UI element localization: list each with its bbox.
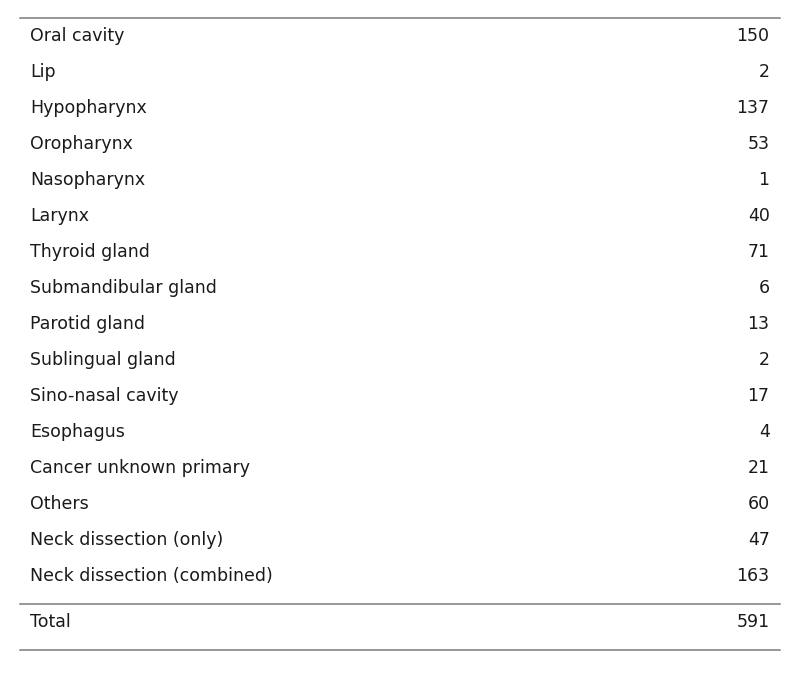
Text: Sino-nasal cavity: Sino-nasal cavity <box>30 387 179 405</box>
Text: Nasopharynx: Nasopharynx <box>30 171 146 189</box>
Text: 71: 71 <box>747 243 770 261</box>
Text: Neck dissection (combined): Neck dissection (combined) <box>30 567 273 585</box>
Text: 17: 17 <box>747 387 770 405</box>
Text: Oropharynx: Oropharynx <box>30 135 134 153</box>
Text: 150: 150 <box>737 27 770 45</box>
Text: Oral cavity: Oral cavity <box>30 27 125 45</box>
Text: 591: 591 <box>737 613 770 631</box>
Text: Submandibular gland: Submandibular gland <box>30 279 218 297</box>
Text: 137: 137 <box>737 99 770 117</box>
Text: 40: 40 <box>748 207 770 225</box>
Text: Thyroid gland: Thyroid gland <box>30 243 150 261</box>
Text: Others: Others <box>30 495 89 513</box>
Text: 4: 4 <box>758 423 770 441</box>
Text: Neck dissection (only): Neck dissection (only) <box>30 531 224 549</box>
Text: Lip: Lip <box>30 63 56 81</box>
Text: 6: 6 <box>758 279 770 297</box>
Text: Parotid gland: Parotid gland <box>30 315 146 333</box>
Text: 21: 21 <box>747 459 770 477</box>
Text: Hypopharynx: Hypopharynx <box>30 99 147 117</box>
Text: Sublingual gland: Sublingual gland <box>30 351 176 369</box>
Text: 13: 13 <box>747 315 770 333</box>
Text: Total: Total <box>30 613 71 631</box>
Text: 60: 60 <box>747 495 770 513</box>
Text: 2: 2 <box>758 63 770 81</box>
Text: 47: 47 <box>748 531 770 549</box>
Text: 2: 2 <box>758 351 770 369</box>
Text: Esophagus: Esophagus <box>30 423 126 441</box>
Text: 1: 1 <box>758 171 770 189</box>
Text: 163: 163 <box>737 567 770 585</box>
Text: Larynx: Larynx <box>30 207 90 225</box>
Text: 53: 53 <box>747 135 770 153</box>
Text: Cancer unknown primary: Cancer unknown primary <box>30 459 250 477</box>
